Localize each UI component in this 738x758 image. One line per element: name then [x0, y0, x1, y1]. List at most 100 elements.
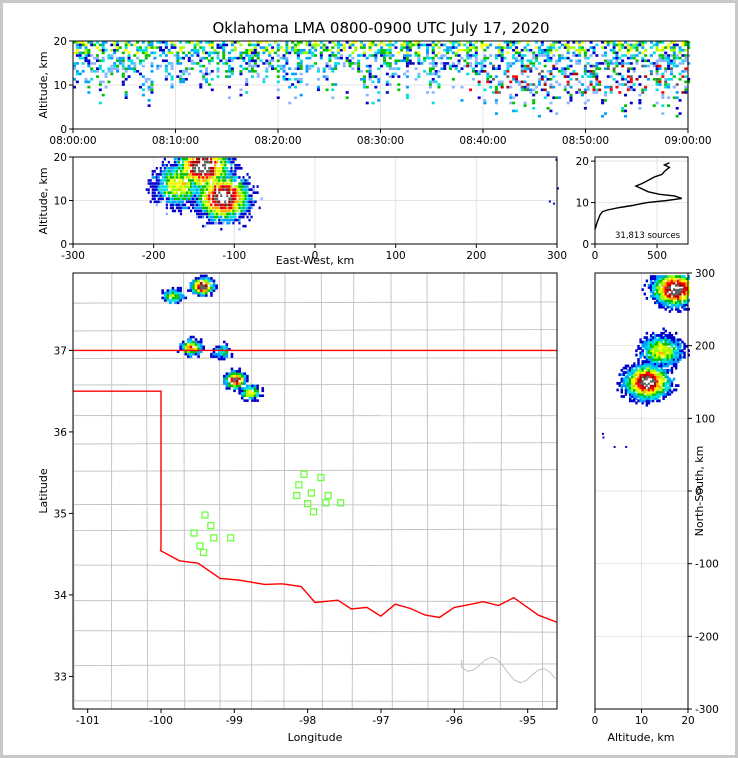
- ew-source-cell: [167, 197, 170, 201]
- ew-source-cell: [238, 221, 241, 225]
- ns-source-cell: [651, 388, 655, 392]
- ew-source-cell: [157, 182, 160, 185]
- ns-source-cell: [685, 279, 688, 283]
- ew-source-cell: [173, 167, 177, 170]
- ns-source-cell: [656, 353, 659, 357]
- map-source-cell: [179, 296, 182, 300]
- ns-source-cell: [677, 294, 680, 298]
- ew-source-cell: [238, 203, 241, 207]
- map-source-cell: [215, 355, 218, 358]
- time-source-cell: [314, 41, 318, 44]
- ew-source-cell: [165, 176, 168, 179]
- time-source-cell: [75, 54, 79, 57]
- ns-source-cell: [670, 384, 674, 387]
- time-source-cell: [681, 62, 685, 65]
- time-source-cell: [170, 62, 174, 65]
- longitude-tick-label: -98: [299, 715, 316, 727]
- ew-source-cell: [242, 200, 245, 204]
- time-source-cell: [311, 43, 315, 47]
- ew-source-cell: [153, 200, 156, 204]
- ns-source-cell: [656, 388, 659, 392]
- time-source-cell: [164, 54, 168, 57]
- ns-source-cell: [635, 366, 638, 370]
- ew-source-cell: [218, 209, 221, 213]
- map-source-cell: [192, 289, 195, 292]
- time-source-cell: [291, 46, 295, 49]
- time-source-cell: [225, 70, 229, 73]
- time-source-cell: [431, 41, 435, 44]
- time-source-cell: [678, 48, 682, 52]
- map-source-cell: [228, 347, 231, 351]
- ew-source-cell: [169, 176, 172, 179]
- time-source-cell: [107, 56, 111, 60]
- time-source-cell: [75, 46, 79, 49]
- time-source-cell: [179, 75, 183, 78]
- ew-source-cell: [226, 194, 229, 198]
- time-source-cell: [661, 75, 665, 78]
- map-source-cell: [243, 387, 247, 390]
- ns-source-cell: [641, 353, 644, 357]
- map-source-cell: [189, 355, 193, 358]
- ns-source-cell: [662, 362, 665, 366]
- time-source-cell: [618, 56, 622, 60]
- time-source-cell: [121, 64, 125, 68]
- time-source-cell: [563, 72, 567, 76]
- time-source-cell: [417, 59, 421, 63]
- time-source-cell: [288, 77, 292, 81]
- time-source-cell: [394, 41, 398, 44]
- ew-source-cell: [177, 160, 181, 164]
- ew-source-cell: [218, 200, 221, 204]
- ns-source-cell: [662, 275, 665, 278]
- time-source-cell: [245, 48, 249, 52]
- ns-source-cell: [631, 388, 634, 392]
- ns-source-cell: [647, 355, 651, 359]
- ew-source-cell: [206, 206, 209, 210]
- ew-source-cell: [198, 215, 201, 219]
- time-source-cell: [291, 41, 295, 44]
- ns-source-cell: [674, 277, 678, 281]
- time-source-cell: [84, 43, 88, 47]
- ew-source-cell: [220, 188, 223, 191]
- time-source-cell: [535, 46, 539, 49]
- ns-source-cell: [668, 277, 672, 281]
- ns-source-cell: [664, 388, 667, 392]
- ns-source-cell: [654, 390, 657, 394]
- ew-source-cell: [169, 206, 172, 210]
- time-source-cell: [207, 62, 211, 65]
- time-source-cell: [431, 80, 435, 84]
- ew-source-cell: [242, 185, 245, 188]
- ns-source-cell: [641, 390, 644, 394]
- ew-source-cell: [187, 163, 191, 167]
- time-source-cell: [141, 59, 145, 63]
- ns-source-cell: [670, 344, 674, 348]
- time-source-cell: [136, 41, 140, 44]
- ew-source-cell: [248, 182, 251, 185]
- map-source-cell: [197, 281, 200, 285]
- time-source-cell: [75, 62, 79, 65]
- ew-source-cell: [208, 197, 211, 201]
- ew-source-cell: [204, 185, 207, 188]
- time-source-cell: [259, 46, 263, 49]
- ns-source-cell: [645, 403, 649, 407]
- ns-source-cell: [639, 390, 642, 394]
- map-source-cell: [197, 347, 200, 351]
- ew-source-cell: [185, 167, 189, 170]
- time-source-cell: [560, 56, 564, 60]
- ns-source-cell: [668, 290, 672, 294]
- map-source-cell: [194, 347, 198, 351]
- ew-source-cell: [173, 209, 177, 213]
- ew-source-cell: [161, 182, 164, 185]
- time-source-cell: [477, 96, 481, 100]
- ew-source-cell: [236, 167, 239, 170]
- time-source-cell: [362, 43, 366, 47]
- time-source-cell: [618, 48, 622, 52]
- ns-source-cell: [668, 347, 672, 350]
- ns-source-cell: [672, 303, 676, 307]
- time-source-cell: [362, 80, 366, 84]
- ew-source-cell: [167, 179, 170, 182]
- time-source-cell: [629, 80, 633, 84]
- ns-source-cell: [651, 366, 655, 370]
- time-source-cell: [635, 43, 639, 47]
- time-source-cell: [176, 56, 180, 60]
- ns-source-cell: [631, 375, 634, 379]
